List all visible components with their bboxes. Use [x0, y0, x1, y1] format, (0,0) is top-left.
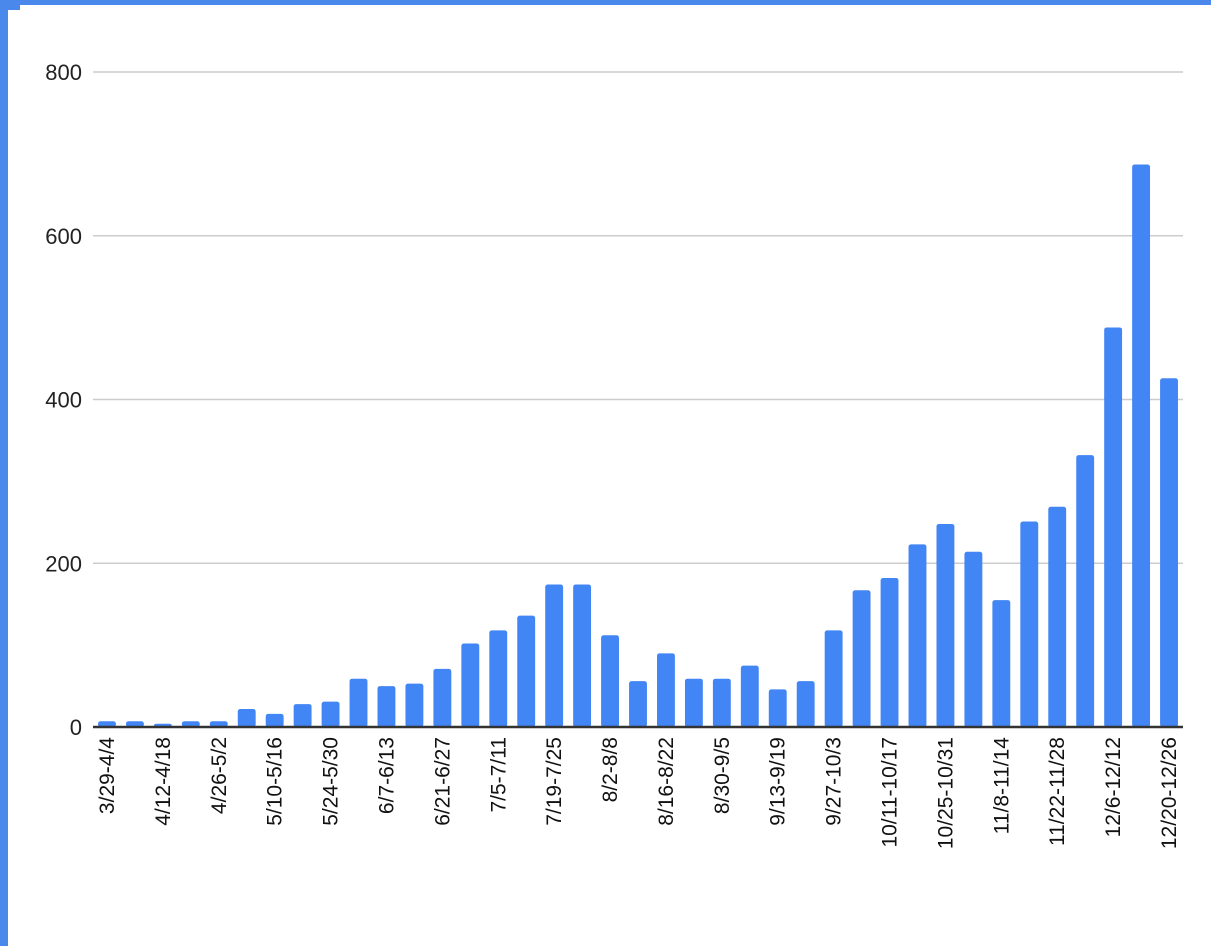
y-tick-label: 0: [70, 715, 82, 740]
bars: [98, 164, 1178, 728]
bar: [573, 584, 592, 727]
bar: [489, 630, 508, 727]
bar: [796, 681, 815, 727]
frame-corner: [8, 5, 20, 10]
axis-labels: 0 200 400 600 800 3/29-4/4 4/12-4/18 4/26-5/2 5/…: [45, 60, 1181, 849]
bar: [880, 577, 899, 727]
x-tick-label: 5/24-5/30: [320, 737, 343, 826]
x-tick-label: 6/21-6/27: [431, 737, 454, 826]
frame-left-border: [0, 0, 8, 946]
bar: [545, 584, 564, 727]
bar: [740, 665, 759, 727]
bar: [629, 681, 647, 727]
x-tick-label: 11/22-11/28: [1046, 737, 1069, 846]
bar: [433, 668, 452, 727]
x-tick-label: 10/11-10/17: [879, 737, 902, 848]
bar: [181, 721, 200, 727]
bar: [377, 686, 396, 727]
y-tick-label: 800: [45, 60, 82, 85]
bar: [1048, 506, 1067, 727]
x-tick-label: 5/10-5/16: [264, 737, 287, 826]
gridlines: [93, 71, 1183, 564]
bar: [349, 678, 368, 727]
bar: [908, 544, 927, 727]
y-tick-label: 600: [45, 224, 82, 249]
bar: [1104, 327, 1123, 727]
x-tick-label: 8/16-8/22: [655, 737, 678, 826]
bar: [601, 635, 619, 727]
bar: [265, 713, 284, 727]
x-tick-label: 4/26-5/2: [208, 737, 231, 814]
bar: [237, 708, 256, 727]
bar: [517, 615, 536, 727]
bar: [1160, 378, 1178, 727]
bar: [768, 689, 787, 727]
bar: [209, 721, 228, 727]
bar: [405, 683, 424, 727]
bar: [852, 590, 871, 727]
bar: [98, 721, 116, 727]
bar: [936, 523, 955, 727]
bar: [293, 704, 312, 727]
frame-top-border: [0, 0, 1211, 5]
x-tick-label: 7/5-7/11: [487, 737, 510, 813]
x-tick-label: 12/20-12/26: [1158, 737, 1181, 849]
bar: [125, 721, 144, 727]
bar: [321, 701, 340, 727]
x-tick-label: 12/6-12/12: [1102, 737, 1125, 837]
y-tick-label: 200: [45, 551, 82, 576]
x-tick-label: 8/30-9/5: [711, 737, 734, 814]
x-tick-label: 9/13-9/19: [767, 737, 790, 826]
bar: [1076, 455, 1095, 727]
x-tick-label: 6/7-6/13: [375, 737, 398, 814]
bar: [964, 551, 983, 727]
x-tick-label: 10/25-10/31: [934, 737, 957, 849]
bar: [1132, 164, 1151, 728]
bar: [461, 643, 480, 727]
bar: [992, 600, 1011, 727]
x-tick-label: 11/8-11/14: [990, 737, 1013, 835]
bar: [684, 678, 703, 727]
x-tick-label: 8/2-8/8: [599, 737, 622, 802]
y-tick-label: 400: [45, 388, 82, 413]
bar: [712, 678, 731, 727]
x-tick-label: 4/12-4/18: [152, 737, 175, 826]
x-tick-label: 7/19-7/25: [543, 737, 566, 826]
x-tick-label: 9/27-10/3: [823, 737, 846, 826]
x-tick-label: 3/29-4/4: [96, 737, 119, 814]
bar: [1020, 521, 1039, 727]
bar: [824, 630, 843, 727]
bar: [657, 653, 675, 727]
